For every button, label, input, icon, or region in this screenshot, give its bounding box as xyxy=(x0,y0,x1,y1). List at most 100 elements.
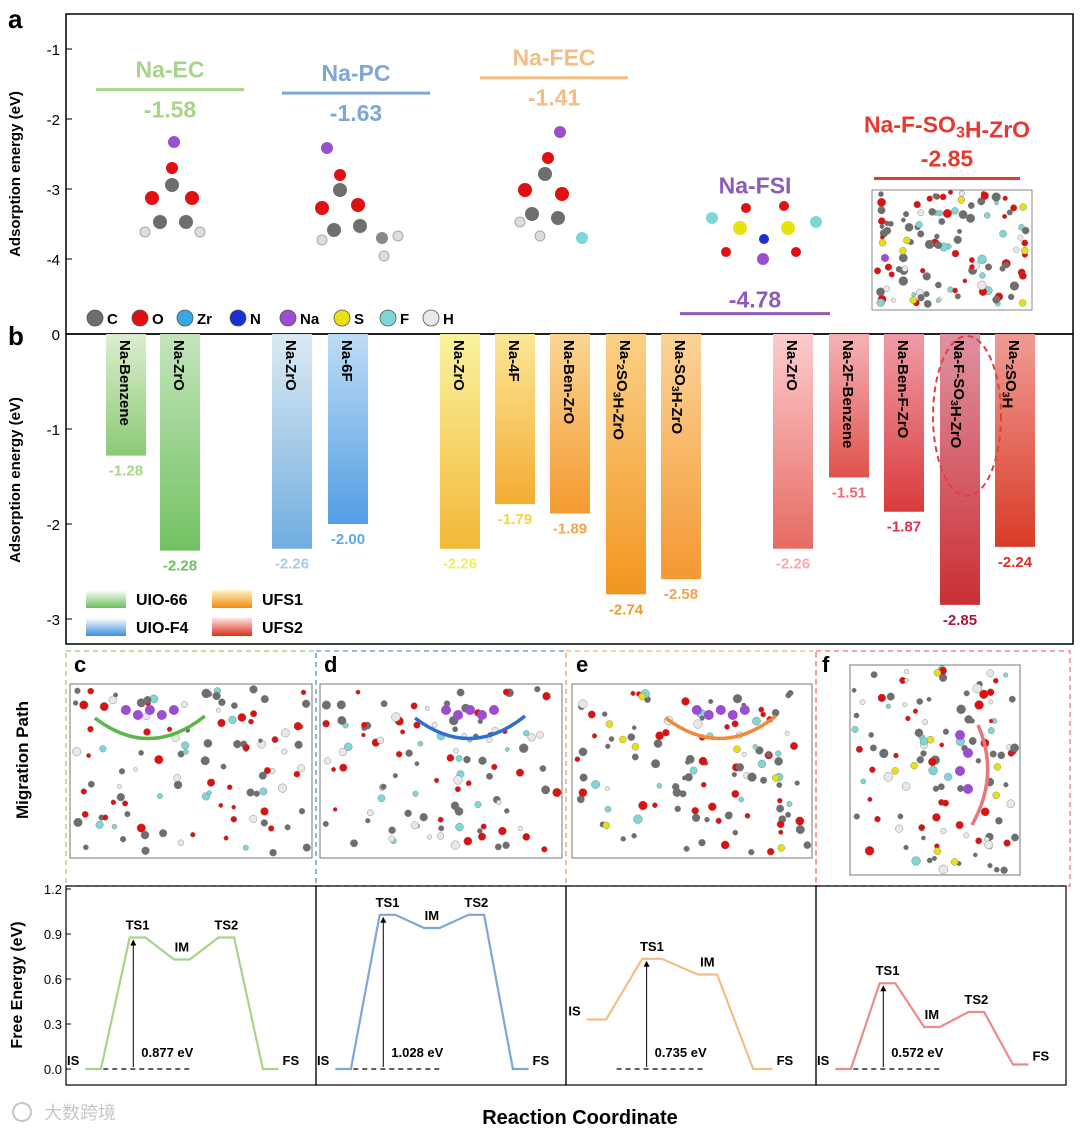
lattice-atom xyxy=(74,687,81,694)
lattice-atom xyxy=(785,811,791,818)
lattice-atom xyxy=(767,848,775,856)
na-ion xyxy=(453,710,464,720)
lattice-atom xyxy=(377,794,386,803)
lattice-atom xyxy=(380,700,388,708)
bar-shade xyxy=(160,334,200,551)
energy-path xyxy=(85,936,279,1071)
bar-shade xyxy=(272,334,312,549)
bar-label: Na-6F xyxy=(338,340,355,382)
lattice-atom xyxy=(502,688,510,696)
legend-swatch-ufs1 xyxy=(212,590,252,608)
bar-label: Na-4F xyxy=(505,340,522,382)
lattice-atom xyxy=(942,799,949,807)
lattice-atom xyxy=(868,732,875,738)
lattice-atom xyxy=(652,802,658,809)
lattice-atom xyxy=(248,718,254,725)
lattice-atom xyxy=(977,254,987,264)
bar-shade xyxy=(495,334,535,505)
lattice-atom xyxy=(951,207,959,215)
lattice-atom xyxy=(405,749,413,757)
lattice-atom xyxy=(932,813,941,822)
bar-value: -2.74 xyxy=(609,601,644,618)
lattice-atom xyxy=(790,742,799,751)
lattice-atom xyxy=(605,720,614,728)
lattice-atom xyxy=(217,718,226,728)
lattice-atom xyxy=(984,840,993,850)
lattice-atom xyxy=(417,740,424,747)
bar-label: Na-2F-Benzene xyxy=(839,340,856,448)
level-label: Na-EC xyxy=(135,57,204,83)
lattice-atom xyxy=(604,805,612,813)
lattice-atom xyxy=(72,700,79,706)
lattice-atom xyxy=(920,737,929,746)
lattice-atom xyxy=(693,719,703,729)
lattice-atom xyxy=(108,695,118,705)
atom-legend-label: F xyxy=(400,311,409,328)
lattice-atom xyxy=(920,268,926,274)
legend-uio66: UIO-66 xyxy=(136,592,188,609)
lattice-atom xyxy=(878,191,884,197)
barrier-arrowhead xyxy=(130,939,137,946)
lattice-atom xyxy=(180,701,188,708)
lattice-atom xyxy=(987,727,995,734)
atom-legend-label: N xyxy=(250,311,261,328)
lattice-atom xyxy=(995,817,1003,825)
lattice-atom xyxy=(698,839,706,847)
level-value: -2.85 xyxy=(921,146,974,172)
lattice-atom xyxy=(975,758,982,764)
lattice-atom xyxy=(911,856,921,866)
level-label: Na-FSI xyxy=(719,173,792,199)
lattice-atom xyxy=(1021,226,1030,235)
bar-value: -2.85 xyxy=(943,612,977,629)
level-label: Na-F-SO3H-ZrO xyxy=(864,112,1030,143)
energy-ytick: 0.6 xyxy=(44,972,62,987)
lattice-atom xyxy=(498,826,507,836)
lattice-atom xyxy=(778,829,784,835)
lattice-atom xyxy=(700,781,707,788)
lattice-atom xyxy=(143,728,151,736)
unit-cell xyxy=(849,664,1021,876)
lattice-atom xyxy=(880,234,885,240)
lattice-atom xyxy=(463,755,471,764)
lattice-atom xyxy=(1008,695,1016,703)
state-label: TS1 xyxy=(376,895,400,910)
lattice-atom xyxy=(893,752,899,759)
energy-path xyxy=(335,913,529,1071)
lattice-atom xyxy=(951,858,959,866)
bar-label: Na-ZrO xyxy=(783,340,800,391)
atom-legend-label: Zr xyxy=(197,311,212,328)
lattice-atom xyxy=(876,298,885,307)
lattice-atom xyxy=(260,807,269,816)
lattice-atom xyxy=(895,824,904,833)
lattice-atom xyxy=(591,780,600,789)
lattice-atom xyxy=(897,813,904,820)
lattice-atom xyxy=(478,756,487,765)
lattice-atom xyxy=(988,699,994,705)
lattice-atom xyxy=(1010,743,1019,753)
lattice-atom xyxy=(1017,234,1024,241)
lattice-atom xyxy=(268,825,275,832)
lattice-atom xyxy=(704,817,710,823)
lattice-atom xyxy=(173,780,183,790)
panel-c-label: c xyxy=(74,652,86,677)
lattice-atom xyxy=(486,772,493,780)
lattice-atom xyxy=(988,718,994,724)
lattice-atom xyxy=(293,722,303,731)
unit-cell xyxy=(69,683,313,859)
lattice-atom xyxy=(685,759,691,765)
lattice-atom xyxy=(765,751,772,758)
bar-label: Na-2SO3H-ZrO xyxy=(610,340,633,440)
panel-f-label: f xyxy=(822,652,830,677)
atom-legend-label: O xyxy=(152,311,164,328)
lattice-atom xyxy=(281,728,290,738)
lattice-atom xyxy=(242,844,249,851)
lattice-atom xyxy=(631,743,640,751)
lattice-atom xyxy=(885,703,891,709)
lattice-atom xyxy=(898,253,908,263)
lattice-atom xyxy=(972,683,982,694)
lattice-atom xyxy=(708,699,714,705)
lattice-atom xyxy=(539,765,547,772)
path-frame-d xyxy=(315,650,567,887)
lattice-atom xyxy=(294,740,303,749)
free-energy-ylabel: Free Energy (eV) xyxy=(9,921,26,1048)
